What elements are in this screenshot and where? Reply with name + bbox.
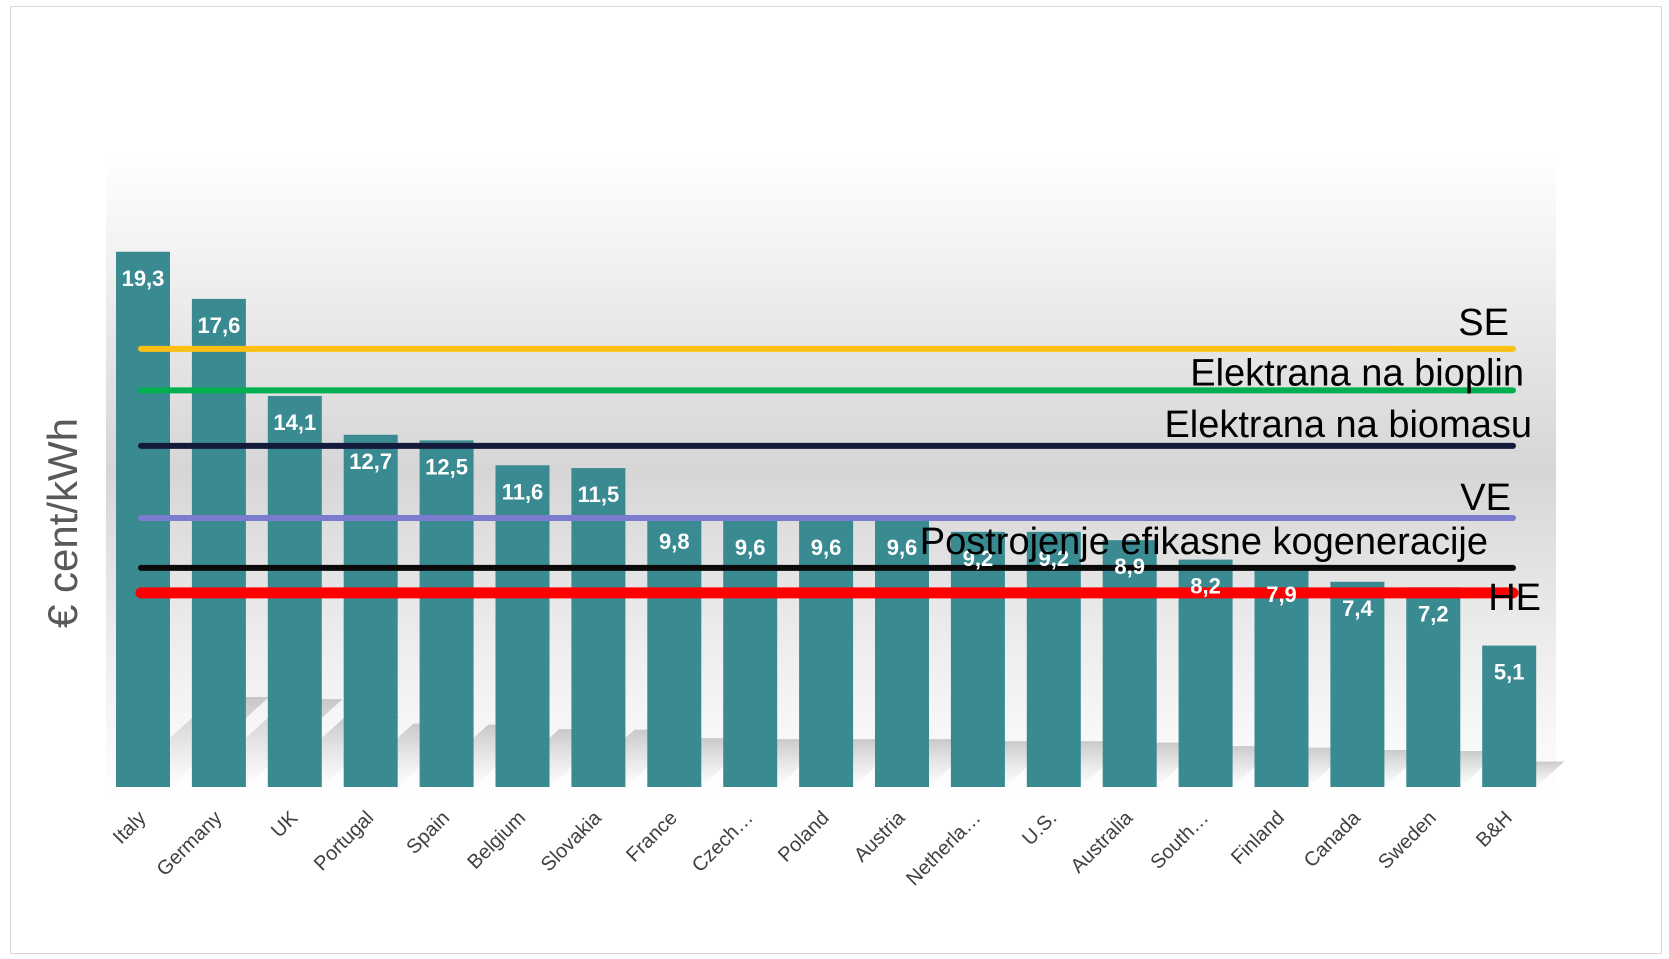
category-label: Poland bbox=[774, 807, 834, 867]
bar-value-labels: 19,3 17,6 14,1 12,7 12,5 11,6 11,5 9,8 9,6 9,6 9,6… bbox=[122, 266, 1525, 685]
category-label: Sweden bbox=[1374, 807, 1441, 874]
category-label: Portugal bbox=[310, 807, 378, 875]
bar-canada bbox=[1330, 581, 1385, 787]
bar-value-label: 11,6 bbox=[502, 479, 544, 504]
category-label: Finland bbox=[1227, 807, 1289, 869]
reference-line-labels: SE Elektrana na bioplin Elektrana na bioma… bbox=[920, 302, 1541, 619]
bar-australia bbox=[1102, 540, 1157, 787]
bar-value-label: 19,3 bbox=[122, 266, 165, 291]
reference-line-label: Elektrana na biomasu bbox=[1164, 404, 1532, 446]
category-label: Germany bbox=[153, 807, 227, 881]
bar-belgium bbox=[495, 465, 550, 787]
bar-spain bbox=[419, 440, 474, 787]
bar-france bbox=[647, 515, 702, 787]
bar-u-s bbox=[1026, 531, 1081, 787]
reference-line-label: Elektrana na bioplin bbox=[1190, 352, 1524, 394]
bar-value-label: 9,8 bbox=[659, 529, 690, 554]
bar-poland bbox=[799, 520, 854, 787]
bar-value-label: 9,2 bbox=[1039, 546, 1070, 571]
category-label: Slovakia bbox=[537, 806, 607, 876]
bar-value-label: 14,1 bbox=[273, 410, 316, 435]
reference-line-label: Postrojenje efikasne kogeneracije bbox=[920, 521, 1488, 563]
bar-value-label: 7,4 bbox=[1342, 596, 1373, 621]
category-labels: Italy Germany UK Portugal Spain Belgium Slovak… bbox=[109, 806, 1517, 890]
y-axis-label: € cent/kWh bbox=[39, 418, 86, 628]
bar-finland bbox=[1254, 567, 1309, 787]
reference-line-label: VE bbox=[1460, 477, 1511, 519]
reference-lines bbox=[135, 345, 1519, 599]
category-label: Belgium bbox=[463, 807, 530, 874]
bar-value-label: 7,9 bbox=[1266, 582, 1297, 607]
bar-value-label: 9,6 bbox=[811, 535, 842, 560]
reference-line-label: HE bbox=[1488, 577, 1541, 619]
bar-value-label: 8,2 bbox=[1190, 574, 1221, 599]
category-label: Canada bbox=[1300, 806, 1366, 872]
reference-line-label: SE bbox=[1458, 302, 1509, 344]
bar-value-label: 12,5 bbox=[425, 454, 468, 479]
bar-b-h bbox=[1482, 645, 1537, 787]
category-label: UK bbox=[267, 807, 303, 843]
category-label: Austria bbox=[850, 806, 910, 866]
category-label: Spain bbox=[402, 807, 454, 859]
category-label: U.S. bbox=[1018, 807, 1061, 850]
bar-value-label: 8,9 bbox=[1114, 554, 1145, 579]
bar-chart: 19,3 17,6 14,1 12,7 12,5 11,6 11,5 9,8 9,6 9,6 9,6… bbox=[39, 67, 1565, 890]
category-label: Czech… bbox=[688, 807, 758, 877]
bar-value-label: 9,6 bbox=[735, 535, 766, 560]
category-label: B&H bbox=[1472, 807, 1517, 852]
category-label: France bbox=[622, 807, 682, 867]
bar-value-label: 5,1 bbox=[1494, 660, 1525, 685]
chart-frame: 19,3 17,6 14,1 12,7 12,5 11,6 11,5 9,8 9,6 9,6 9,6… bbox=[10, 6, 1662, 954]
bar-czech bbox=[723, 520, 778, 787]
bar-slovakia bbox=[571, 468, 626, 787]
category-label: Australia bbox=[1067, 806, 1138, 877]
category-label: South… bbox=[1146, 807, 1213, 874]
bar-value-label: 9,6 bbox=[887, 535, 918, 560]
bar-value-label: 7,2 bbox=[1418, 601, 1449, 626]
bar-value-label: 11,5 bbox=[578, 482, 620, 507]
bar-germany bbox=[191, 298, 246, 787]
bar-value-label: 9,2 bbox=[963, 546, 994, 571]
bar-portugal bbox=[343, 434, 398, 787]
category-label: Netherla… bbox=[902, 807, 985, 890]
bar-sweden bbox=[1406, 587, 1461, 787]
bar-value-label: 17,6 bbox=[197, 313, 240, 338]
category-label: Italy bbox=[109, 807, 150, 848]
bar-netherla bbox=[950, 531, 1005, 787]
bar-value-label: 12,7 bbox=[349, 449, 392, 474]
